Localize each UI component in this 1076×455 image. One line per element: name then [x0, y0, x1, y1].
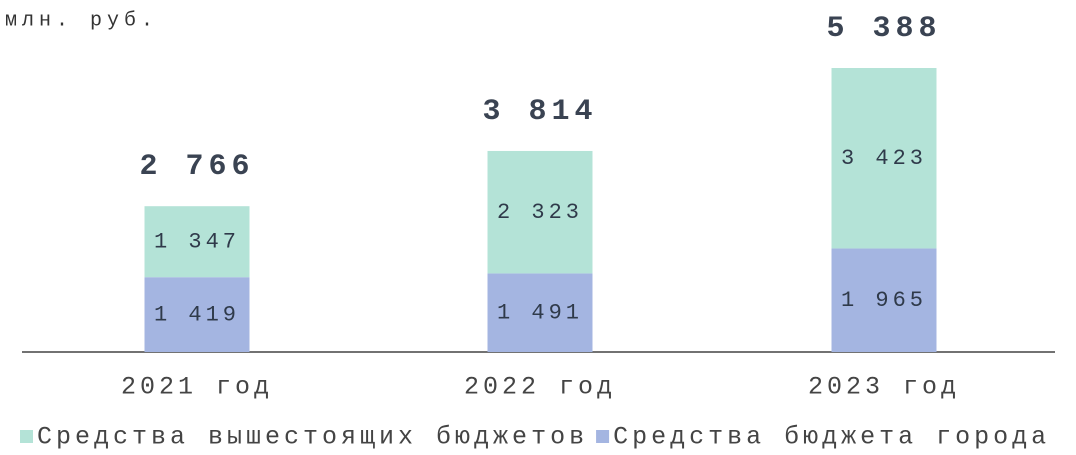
x-tick-label: 2022 год: [464, 373, 616, 402]
total-label: 2 766: [139, 150, 254, 184]
total-label: 5 388: [826, 12, 941, 46]
total-label: 3 814: [482, 95, 597, 129]
unit-label: млн. руб.: [5, 9, 158, 32]
bar-segment: [831, 68, 937, 249]
bar-segment: [831, 248, 937, 352]
bar-segment: [487, 273, 593, 352]
value-label: 1 491: [497, 301, 583, 326]
value-label: 1 347: [154, 230, 240, 255]
x-tick-label: 2021 год: [121, 373, 273, 402]
value-label: 2 323: [497, 200, 583, 225]
legend-swatch: [20, 430, 33, 443]
value-label: 1 965: [841, 288, 927, 313]
x-tick-label: 2023 год: [808, 373, 960, 402]
value-label: 3 423: [841, 146, 927, 171]
legend-swatch: [596, 430, 610, 443]
legend-label: Средства вышестоящих бюджетов: [37, 423, 588, 452]
value-label: 1 419: [154, 302, 240, 327]
bar-segment: [144, 277, 250, 352]
bar-segment: [487, 150, 593, 274]
bar-segment: [144, 206, 250, 278]
legend-label: Средства бюджета города: [613, 423, 1050, 452]
